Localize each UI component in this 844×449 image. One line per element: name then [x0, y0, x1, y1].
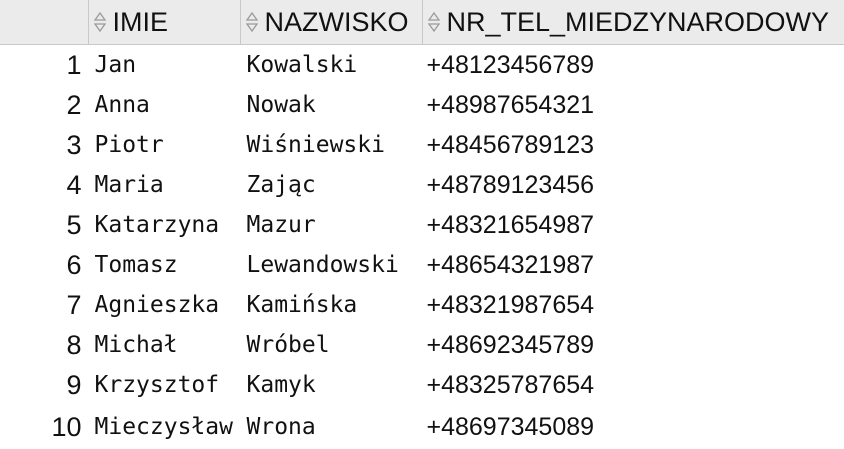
table-row[interactable]: 4 Maria Zając +48789123456	[0, 165, 844, 205]
row-number[interactable]: 3	[0, 125, 88, 165]
sort-icon[interactable]	[93, 11, 107, 33]
table-row[interactable]: 1 Jan Kowalski +48123456789	[0, 45, 844, 86]
cell-nazwisko[interactable]: Kowalski	[240, 45, 422, 86]
row-number[interactable]: 10	[0, 405, 88, 449]
cell-nazwisko[interactable]: Mazur	[240, 205, 422, 245]
row-number[interactable]: 8	[0, 325, 88, 365]
cell-nazwisko[interactable]: Zając	[240, 165, 422, 205]
grid-body: 1 Jan Kowalski +48123456789 2 Anna Nowak…	[0, 45, 844, 449]
cell-nr-tel[interactable]: +48697345089	[422, 405, 844, 449]
cell-nazwisko[interactable]: Wrona	[240, 405, 422, 449]
cell-imie[interactable]: Jan	[88, 45, 240, 86]
cell-imie[interactable]: Piotr	[88, 125, 240, 165]
cell-nr-tel[interactable]: +48987654321	[422, 85, 844, 125]
row-number[interactable]: 6	[0, 245, 88, 285]
row-number[interactable]: 7	[0, 285, 88, 325]
row-number[interactable]: 2	[0, 85, 88, 125]
column-header-label: NR_TEL_MIEDZYNARODOWY	[447, 7, 830, 38]
cell-nr-tel[interactable]: +48789123456	[422, 165, 844, 205]
cell-nr-tel[interactable]: +48456789123	[422, 125, 844, 165]
sort-icon[interactable]	[427, 11, 441, 33]
table-row[interactable]: 7 Agnieszka Kamińska +48321987654	[0, 285, 844, 325]
cell-nazwisko[interactable]: Wróbel	[240, 325, 422, 365]
table-row[interactable]: 6 Tomasz Lewandowski +48654321987	[0, 245, 844, 285]
row-number[interactable]: 4	[0, 165, 88, 205]
column-header-label: IMIE	[113, 7, 169, 38]
cell-nr-tel[interactable]: +48692345789	[422, 325, 844, 365]
cell-imie[interactable]: Katarzyna	[88, 205, 240, 245]
cell-imie[interactable]: Anna	[88, 85, 240, 125]
row-number[interactable]: 5	[0, 205, 88, 245]
table-row[interactable]: 9 Krzysztof Kamyk +48325787654	[0, 365, 844, 405]
cell-nazwisko[interactable]: Wiśniewski	[240, 125, 422, 165]
cell-nr-tel[interactable]: +48123456789	[422, 45, 844, 86]
cell-nazwisko[interactable]: Nowak	[240, 85, 422, 125]
table-row[interactable]: 5 Katarzyna Mazur +48321654987	[0, 205, 844, 245]
table-row[interactable]: 8 Michał Wróbel +48692345789	[0, 325, 844, 365]
cell-imie[interactable]: Tomasz	[88, 245, 240, 285]
cell-nr-tel[interactable]: +48325787654	[422, 365, 844, 405]
header-row: IMIE NAZWISKO	[0, 0, 844, 45]
cell-imie[interactable]: Agnieszka	[88, 285, 240, 325]
cell-nr-tel[interactable]: +48321654987	[422, 205, 844, 245]
cell-nazwisko[interactable]: Kamyk	[240, 365, 422, 405]
table-row[interactable]: 10 Mieczysław Wrona +48697345089	[0, 405, 844, 449]
cell-imie[interactable]: Maria	[88, 165, 240, 205]
row-number[interactable]: 1	[0, 45, 88, 86]
cell-imie[interactable]: Mieczysław	[88, 405, 240, 449]
cell-imie[interactable]: Michał	[88, 325, 240, 365]
sort-icon[interactable]	[245, 11, 259, 33]
column-header-nazwisko[interactable]: NAZWISKO	[240, 0, 422, 45]
row-number-header[interactable]	[0, 0, 88, 45]
cell-nr-tel[interactable]: +48654321987	[422, 245, 844, 285]
column-header-label: NAZWISKO	[265, 7, 409, 38]
cell-nazwisko[interactable]: Kamińska	[240, 285, 422, 325]
table-row[interactable]: 2 Anna Nowak +48987654321	[0, 85, 844, 125]
column-header-imie[interactable]: IMIE	[88, 0, 240, 45]
table-row[interactable]: 3 Piotr Wiśniewski +48456789123	[0, 125, 844, 165]
grid-header: IMIE NAZWISKO	[0, 0, 844, 45]
cell-nazwisko[interactable]: Lewandowski	[240, 245, 422, 285]
row-number[interactable]: 9	[0, 365, 88, 405]
cell-nr-tel[interactable]: +48321987654	[422, 285, 844, 325]
cell-imie[interactable]: Krzysztof	[88, 365, 240, 405]
column-header-nr-tel[interactable]: NR_TEL_MIEDZYNARODOWY	[422, 0, 844, 45]
